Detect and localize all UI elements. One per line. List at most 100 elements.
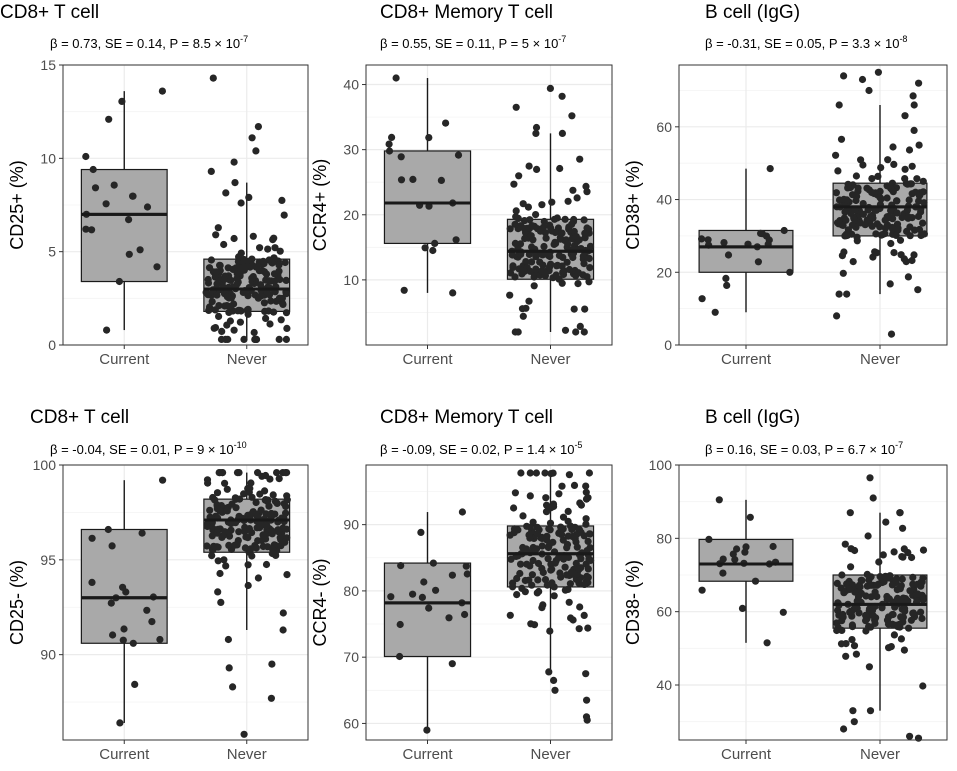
data-point [849, 258, 857, 266]
data-point [239, 288, 247, 296]
data-point [507, 269, 515, 277]
data-point [262, 471, 270, 480]
data-point [532, 265, 540, 273]
data-point [240, 335, 248, 343]
data-point [252, 147, 260, 155]
data-point [429, 246, 437, 255]
data-point [551, 686, 559, 694]
data-point [506, 531, 514, 539]
data-point [833, 312, 841, 320]
data-point [904, 597, 912, 605]
data-point [901, 175, 909, 183]
data-point [919, 177, 927, 185]
data-point [271, 510, 279, 518]
data-point [558, 229, 566, 237]
data-point [908, 162, 916, 170]
data-point [865, 663, 874, 671]
data-point [247, 479, 255, 487]
y-tick-label: 10 [40, 150, 56, 166]
data-point [901, 165, 909, 173]
data-point [244, 581, 252, 590]
data-point [893, 197, 901, 205]
data-point [555, 251, 564, 260]
data-point [508, 579, 517, 587]
data-point [863, 184, 871, 192]
data-point [409, 175, 417, 183]
data-point [387, 593, 395, 601]
data-point [525, 162, 533, 170]
data-point [250, 328, 258, 337]
data-point [698, 295, 706, 303]
data-point [240, 255, 248, 264]
data-point [283, 571, 291, 579]
data-point [906, 223, 914, 231]
data-point [522, 258, 530, 266]
data-point [215, 302, 223, 310]
data-point [905, 196, 913, 204]
data-point [214, 224, 222, 232]
data-point [848, 636, 856, 644]
data-point [876, 223, 884, 231]
data-point [705, 535, 713, 544]
data-point [525, 531, 533, 539]
data-point [223, 507, 231, 515]
data-point [890, 548, 898, 556]
data-point [122, 588, 130, 596]
data-point [240, 490, 248, 498]
data-point [529, 556, 537, 565]
data-point [779, 608, 787, 616]
y-tick-label: 80 [656, 530, 672, 546]
data-point [535, 587, 543, 596]
panel-6: 40 60 80 100 Current Never CD38- (%) B cell (Ig… [623, 407, 948, 763]
data-point [909, 92, 917, 100]
data-point [532, 211, 540, 219]
data-point [512, 103, 520, 111]
data-point [125, 216, 133, 224]
data-point [564, 517, 572, 525]
data-point [462, 562, 470, 570]
data-point [841, 208, 849, 216]
data-point [204, 275, 212, 284]
panel-title: CD8+ Memory T cell [380, 407, 553, 428]
data-point [698, 586, 706, 594]
data-point [917, 208, 925, 216]
y-axis-label: CCR4+ (%) [310, 159, 330, 252]
data-point [867, 581, 875, 589]
data-point [203, 542, 211, 550]
data-point [212, 231, 220, 239]
data-point [561, 215, 569, 223]
data-point [514, 526, 522, 534]
data-point [862, 627, 870, 635]
data-point [719, 569, 727, 577]
data-point [520, 267, 529, 276]
data-point [850, 215, 858, 223]
data-point [869, 494, 877, 502]
data-point [846, 585, 854, 594]
data-point [516, 569, 524, 578]
data-point [254, 123, 262, 131]
data-point [425, 604, 433, 612]
data-point [221, 528, 229, 536]
data-point [746, 513, 754, 521]
panel-title: B cell (IgG) [705, 2, 800, 23]
data-point [82, 225, 90, 233]
data-point [544, 555, 552, 563]
data-point [698, 235, 706, 243]
data-point [556, 164, 564, 173]
x-tick-label: Current [402, 351, 453, 368]
data-point [207, 167, 215, 175]
data-point [88, 534, 96, 542]
data-point [547, 470, 555, 478]
data-point [876, 193, 884, 201]
panel-border [62, 464, 309, 741]
data-point [283, 469, 291, 477]
data-point [881, 216, 889, 224]
data-point [564, 585, 572, 594]
data-point [262, 560, 271, 569]
data-point [898, 213, 906, 222]
data-point [534, 576, 542, 584]
data-point [252, 544, 260, 552]
data-point [88, 226, 96, 234]
data-point [205, 264, 214, 272]
data-point [858, 576, 866, 585]
